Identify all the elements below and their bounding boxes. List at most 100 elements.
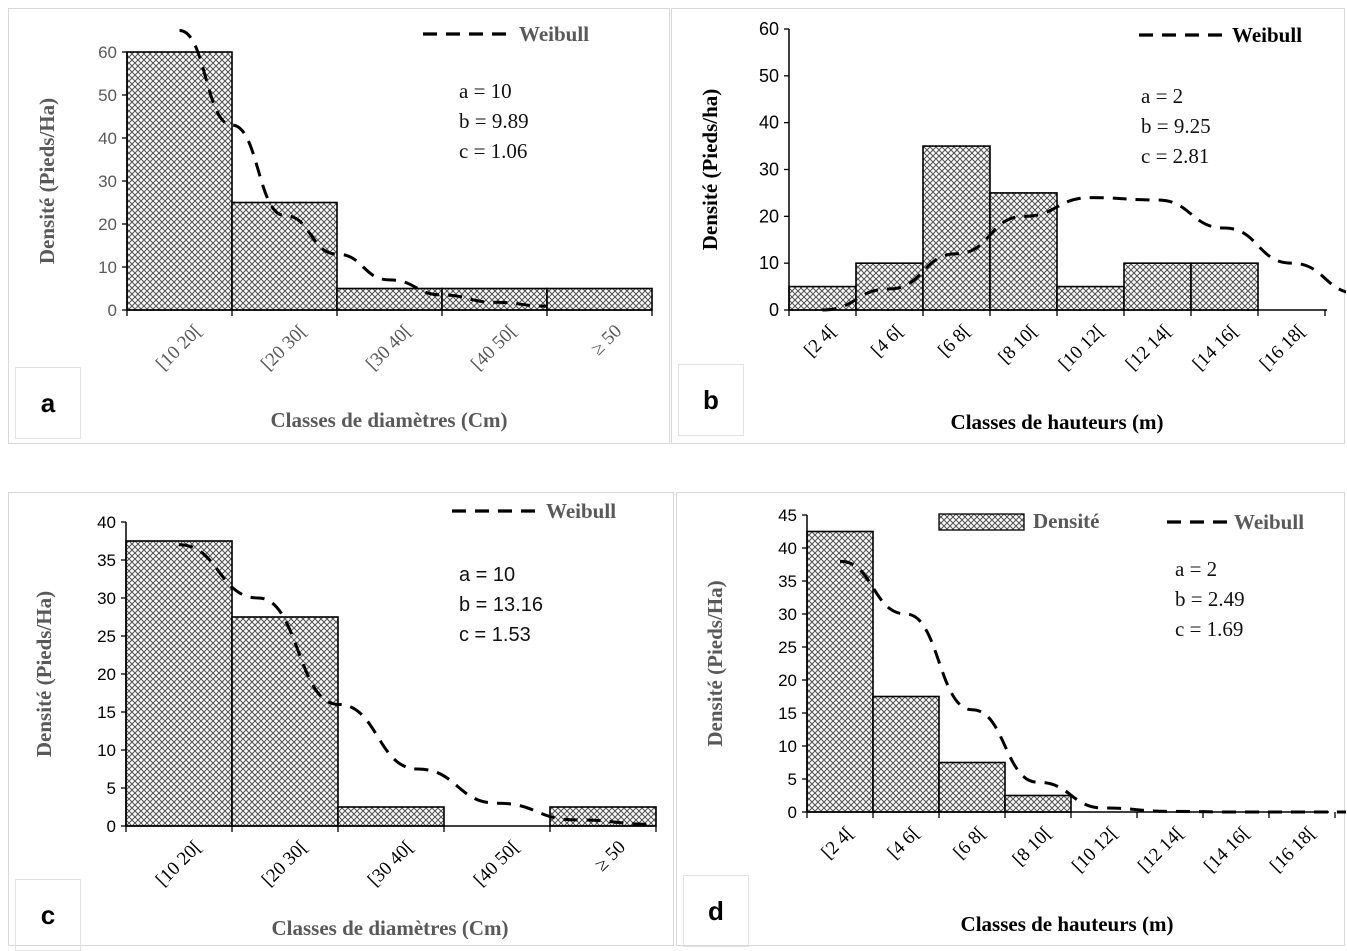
x-tick-label: [2 4[	[817, 823, 858, 864]
bar	[231, 201, 338, 311]
y-tick-label: 20	[98, 215, 117, 234]
x-tick-label: [12 14[	[1134, 823, 1188, 877]
bar	[1004, 794, 1072, 813]
weibull-curve	[822, 196, 1346, 312]
x-tick-label: [14 16[	[1189, 321, 1243, 375]
y-tick-label: 25	[778, 638, 797, 657]
x-tick-label: [2 4[	[800, 321, 841, 362]
y-tick-label: 10	[97, 741, 116, 760]
y-tick-label: 25	[97, 627, 116, 646]
y-tick-label: 60	[759, 19, 779, 39]
x-tick-label: [10 12[	[1068, 823, 1122, 877]
chart-a-svg: 0 10 20 30 40 50 60 [10 20[[20 30[[30 40[[40 50…	[35, 22, 653, 432]
bars	[125, 540, 657, 827]
y-tick-label: 5	[107, 779, 116, 798]
x-tick-label: [8 10[	[1009, 823, 1056, 870]
bar	[872, 695, 940, 813]
legend: Densité Weibull	[938, 509, 1304, 534]
x-tick-label: [10 12[	[1055, 321, 1109, 375]
param-b: b = 9.25	[1141, 114, 1211, 138]
x-tick-label: ≥ 50	[587, 321, 626, 360]
weibull-params-c: a = 10 b = 13.16 c = 1.53	[459, 560, 543, 650]
y-tick-label: 0	[769, 300, 779, 320]
bar	[1056, 285, 1125, 311]
panel-letter-a: a	[15, 367, 81, 439]
y-tick-label: 0	[107, 817, 116, 836]
param-b: b = 2.49	[1175, 587, 1245, 611]
x-tick-label: [4 6[	[867, 321, 908, 362]
legend: Weibull	[423, 22, 589, 46]
x-tick-label: [40 50[	[467, 321, 521, 375]
bar	[337, 806, 445, 827]
param-c: c = 1.53	[459, 624, 531, 646]
y-tick-label: 10	[759, 253, 779, 273]
y-tick-label: 10	[98, 258, 117, 277]
legend-label-weibull: Weibull	[1232, 23, 1302, 47]
x-tick-label: [20 30[	[257, 321, 311, 375]
y-tick-label: 30	[778, 605, 797, 624]
y-axis-title: Densité (Pieds/Ha)	[703, 580, 727, 746]
param-c: c = 2.81	[1141, 144, 1210, 168]
y-tick-label: 0	[788, 803, 797, 822]
y-axis-title: Densité (Pieds/Ha)	[35, 98, 59, 264]
bars	[806, 530, 1072, 813]
y-tick-label: 20	[97, 665, 116, 684]
param-a: a = 2	[1141, 84, 1184, 108]
param-c: c = 1.69	[1175, 617, 1244, 641]
x-tick-label: [16 18[	[1266, 823, 1320, 877]
bar	[126, 51, 233, 311]
y-tick-label: 15	[778, 704, 797, 723]
y-tick-label: 40	[97, 513, 116, 532]
x-tick-label: [6 8[	[934, 321, 975, 362]
bar	[1190, 262, 1259, 311]
panel-letter-b: b	[678, 364, 744, 436]
bar	[441, 287, 548, 311]
weibull-curve	[179, 29, 548, 308]
chart-panel-d: 0 5 10 15 20 25 30 35 40 45 [2 4[[4 6[[6 8[[8 10[[…	[676, 492, 1346, 947]
legend-label-weibull: Weibull	[546, 499, 616, 523]
x-tick-label: [10 20[	[152, 321, 206, 375]
chart-d-svg: 0 5 10 15 20 25 30 35 40 45 [2 4[[4 6[[6 8[[8 10[[…	[703, 506, 1346, 936]
panel-letter-d: d	[683, 875, 749, 947]
y-tick-label: 60	[98, 43, 117, 62]
param-a: a = 2	[1175, 557, 1218, 581]
y-tick-label: 45	[778, 506, 797, 525]
y-tick-label: 10	[778, 737, 797, 756]
panel-letter-c: c	[15, 879, 81, 951]
chart-panel-c: 0 5 10 15 20 25 30 35 40 [10 20[[20 30[[30 40[[40…	[8, 492, 674, 951]
y-tick-label: 15	[97, 703, 116, 722]
bars	[126, 51, 653, 311]
legend: Weibull	[452, 499, 616, 523]
legend-label-weibull: Weibull	[519, 22, 589, 46]
y-tick-label: 50	[759, 66, 779, 86]
bar	[855, 262, 924, 311]
legend: Weibull	[1139, 23, 1302, 47]
x-tick-label: [16 18[	[1256, 321, 1310, 375]
chart-panel-a: 0 10 20 30 40 50 60 [10 20[[20 30[[30 40[[40 50…	[8, 8, 670, 444]
legend-swatch-density	[938, 513, 1025, 531]
bar	[125, 540, 233, 827]
y-tick-label: 50	[98, 86, 117, 105]
x-tick-label: [4 6[	[883, 823, 924, 864]
y-axis-title: Densité (Pieds/Ha)	[32, 591, 56, 757]
y-tick-label: 35	[778, 572, 797, 591]
param-a: a = 10	[459, 79, 512, 103]
y-tick-label: 30	[97, 589, 116, 608]
x-tick-label: [6 8[	[949, 823, 990, 864]
x-tick-label: [30 40[	[362, 321, 416, 375]
bar	[231, 616, 339, 827]
x-axis-title: Classes de diamètres (Cm)	[272, 916, 509, 940]
x-tick-label: [8 10[	[994, 321, 1041, 368]
y-tick-label: 5	[788, 770, 797, 789]
y-axis-title: Densité (Pieds/ha)	[698, 89, 722, 251]
param-c: c = 1.06	[459, 139, 528, 163]
bar	[938, 761, 1006, 813]
y-tick-label: 40	[778, 539, 797, 558]
weibull-curve	[178, 543, 657, 826]
x-axis-title: Classes de hauteurs (m)	[961, 912, 1174, 936]
weibull-curve	[839, 559, 1346, 814]
x-tick-label: [12 14[	[1122, 321, 1176, 375]
x-tick-label: ≥ 50	[591, 837, 630, 876]
x-tick-label: [20 30[	[258, 837, 312, 891]
x-tick-label: [30 40[	[364, 837, 418, 891]
